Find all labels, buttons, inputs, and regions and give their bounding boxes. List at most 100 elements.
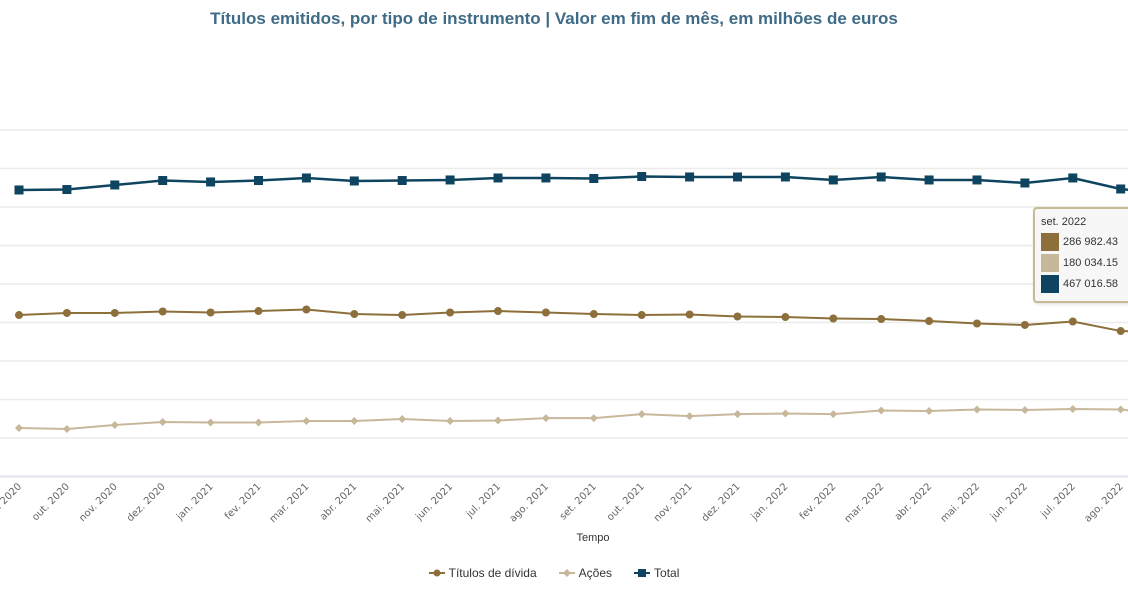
color-swatch xyxy=(1041,254,1059,272)
data-point[interactable] xyxy=(398,414,407,423)
data-point[interactable] xyxy=(158,307,167,316)
data-point[interactable] xyxy=(685,412,694,421)
data-point[interactable] xyxy=(398,311,407,320)
diamond-marker-icon xyxy=(558,569,575,577)
data-point[interactable] xyxy=(1068,404,1077,413)
data-point[interactable] xyxy=(445,175,455,185)
data-point[interactable] xyxy=(972,175,982,185)
data-point[interactable] xyxy=(494,307,502,316)
legend-item-acoes[interactable]: Ações xyxy=(558,566,613,580)
data-point[interactable] xyxy=(925,317,934,326)
data-point[interactable] xyxy=(541,414,550,423)
data-point[interactable] xyxy=(350,310,359,319)
data-point[interactable] xyxy=(637,172,647,182)
data-point[interactable] xyxy=(62,308,71,317)
data-point[interactable] xyxy=(1020,405,1029,414)
series-line xyxy=(18,407,1128,430)
data-point[interactable] xyxy=(973,405,981,414)
data-point[interactable] xyxy=(301,173,311,183)
data-point[interactable] xyxy=(589,174,599,184)
data-point[interactable] xyxy=(349,176,359,186)
data-point[interactable] xyxy=(1020,178,1030,188)
data-point[interactable] xyxy=(158,176,168,186)
data-point[interactable] xyxy=(254,307,263,316)
data-point[interactable] xyxy=(829,314,838,323)
data-point[interactable] xyxy=(446,416,455,425)
data-point[interactable] xyxy=(302,305,311,314)
data-point[interactable] xyxy=(781,313,790,322)
tooltip-row-acoes: 180 034.15 xyxy=(1041,254,1118,272)
data-point[interactable] xyxy=(589,310,598,319)
legend-label: Ações xyxy=(578,566,613,580)
x-tick-label: jul. 2021 xyxy=(464,481,503,520)
data-point[interactable] xyxy=(541,308,550,317)
data-point[interactable] xyxy=(350,416,359,425)
x-tick-label: abr. 2022 xyxy=(893,481,934,522)
data-point[interactable] xyxy=(62,185,72,195)
data-point[interactable] xyxy=(733,172,742,182)
data-point[interactable] xyxy=(110,180,120,190)
color-swatch xyxy=(1041,233,1059,251)
x-tick-label: dez. 2021 xyxy=(700,481,743,524)
data-point[interactable] xyxy=(1116,327,1125,336)
data-point[interactable] xyxy=(158,417,167,426)
x-axis-ticks: set. 2020 out. 2020 nov. 2020 dez. 2020 jan.… xyxy=(0,481,1126,525)
data-point[interactable] xyxy=(1116,184,1126,194)
data-point[interactable] xyxy=(254,418,263,427)
data-point[interactable] xyxy=(637,410,646,419)
data-point[interactable] xyxy=(206,418,215,427)
data-point[interactable] xyxy=(206,177,216,187)
data-point[interactable] xyxy=(446,308,455,317)
data-point[interactable] xyxy=(781,409,790,418)
data-point[interactable] xyxy=(637,311,646,320)
data-point[interactable] xyxy=(541,173,551,183)
data-point[interactable] xyxy=(206,308,215,317)
data-point[interactable] xyxy=(110,420,119,429)
gridlines xyxy=(0,129,1128,478)
data-point[interactable] xyxy=(733,410,742,419)
data-point[interactable] xyxy=(924,175,934,185)
data-point[interactable] xyxy=(1068,317,1077,326)
data-point[interactable] xyxy=(829,410,838,419)
x-tick-label: fev. 2022 xyxy=(798,481,839,522)
tooltip: set. 2022 286 982.43 180 034.15 467 016.… xyxy=(1033,207,1128,303)
chart-title: Títulos emitidos, por tipo de instrument… xyxy=(210,9,898,28)
x-tick-label: set. 2020 xyxy=(0,481,24,522)
x-tick-label: jul. 2022 xyxy=(1039,481,1078,520)
data-point[interactable] xyxy=(14,185,24,195)
series-line xyxy=(18,308,1128,333)
legend-label: Total xyxy=(654,566,680,580)
series-0 xyxy=(15,305,1128,336)
series-2 xyxy=(14,172,1128,195)
data-point[interactable] xyxy=(828,175,838,185)
data-point[interactable] xyxy=(925,406,934,415)
legend-item-titulos-de-divida[interactable]: Títulos de dívida xyxy=(428,566,537,580)
data-point[interactable] xyxy=(685,172,695,182)
data-point[interactable] xyxy=(685,310,694,319)
data-point[interactable] xyxy=(110,308,119,317)
circle-marker-icon xyxy=(428,569,445,577)
data-point[interactable] xyxy=(15,311,23,320)
data-point[interactable] xyxy=(494,416,502,425)
series-1 xyxy=(15,404,1128,433)
data-point[interactable] xyxy=(876,172,886,182)
data-point[interactable] xyxy=(1068,173,1078,183)
data-point[interactable] xyxy=(15,423,23,432)
data-point[interactable] xyxy=(973,319,981,328)
data-point[interactable] xyxy=(733,312,742,321)
data-point[interactable] xyxy=(397,176,407,186)
data-point[interactable] xyxy=(62,424,71,433)
x-tick-label: fev. 2021 xyxy=(223,481,264,522)
tooltip-value: 180 034.15 xyxy=(1063,257,1119,269)
data-point[interactable] xyxy=(1116,405,1125,414)
data-point[interactable] xyxy=(877,315,886,324)
legend-item-total[interactable]: Total xyxy=(634,566,679,580)
x-tick-label: mar. 2022 xyxy=(843,481,887,525)
data-point[interactable] xyxy=(589,414,598,423)
data-point[interactable] xyxy=(780,172,790,182)
data-point[interactable] xyxy=(302,416,311,425)
data-point[interactable] xyxy=(254,176,263,186)
data-point[interactable] xyxy=(493,173,503,183)
data-point[interactable] xyxy=(877,406,886,415)
data-point[interactable] xyxy=(1020,320,1029,329)
